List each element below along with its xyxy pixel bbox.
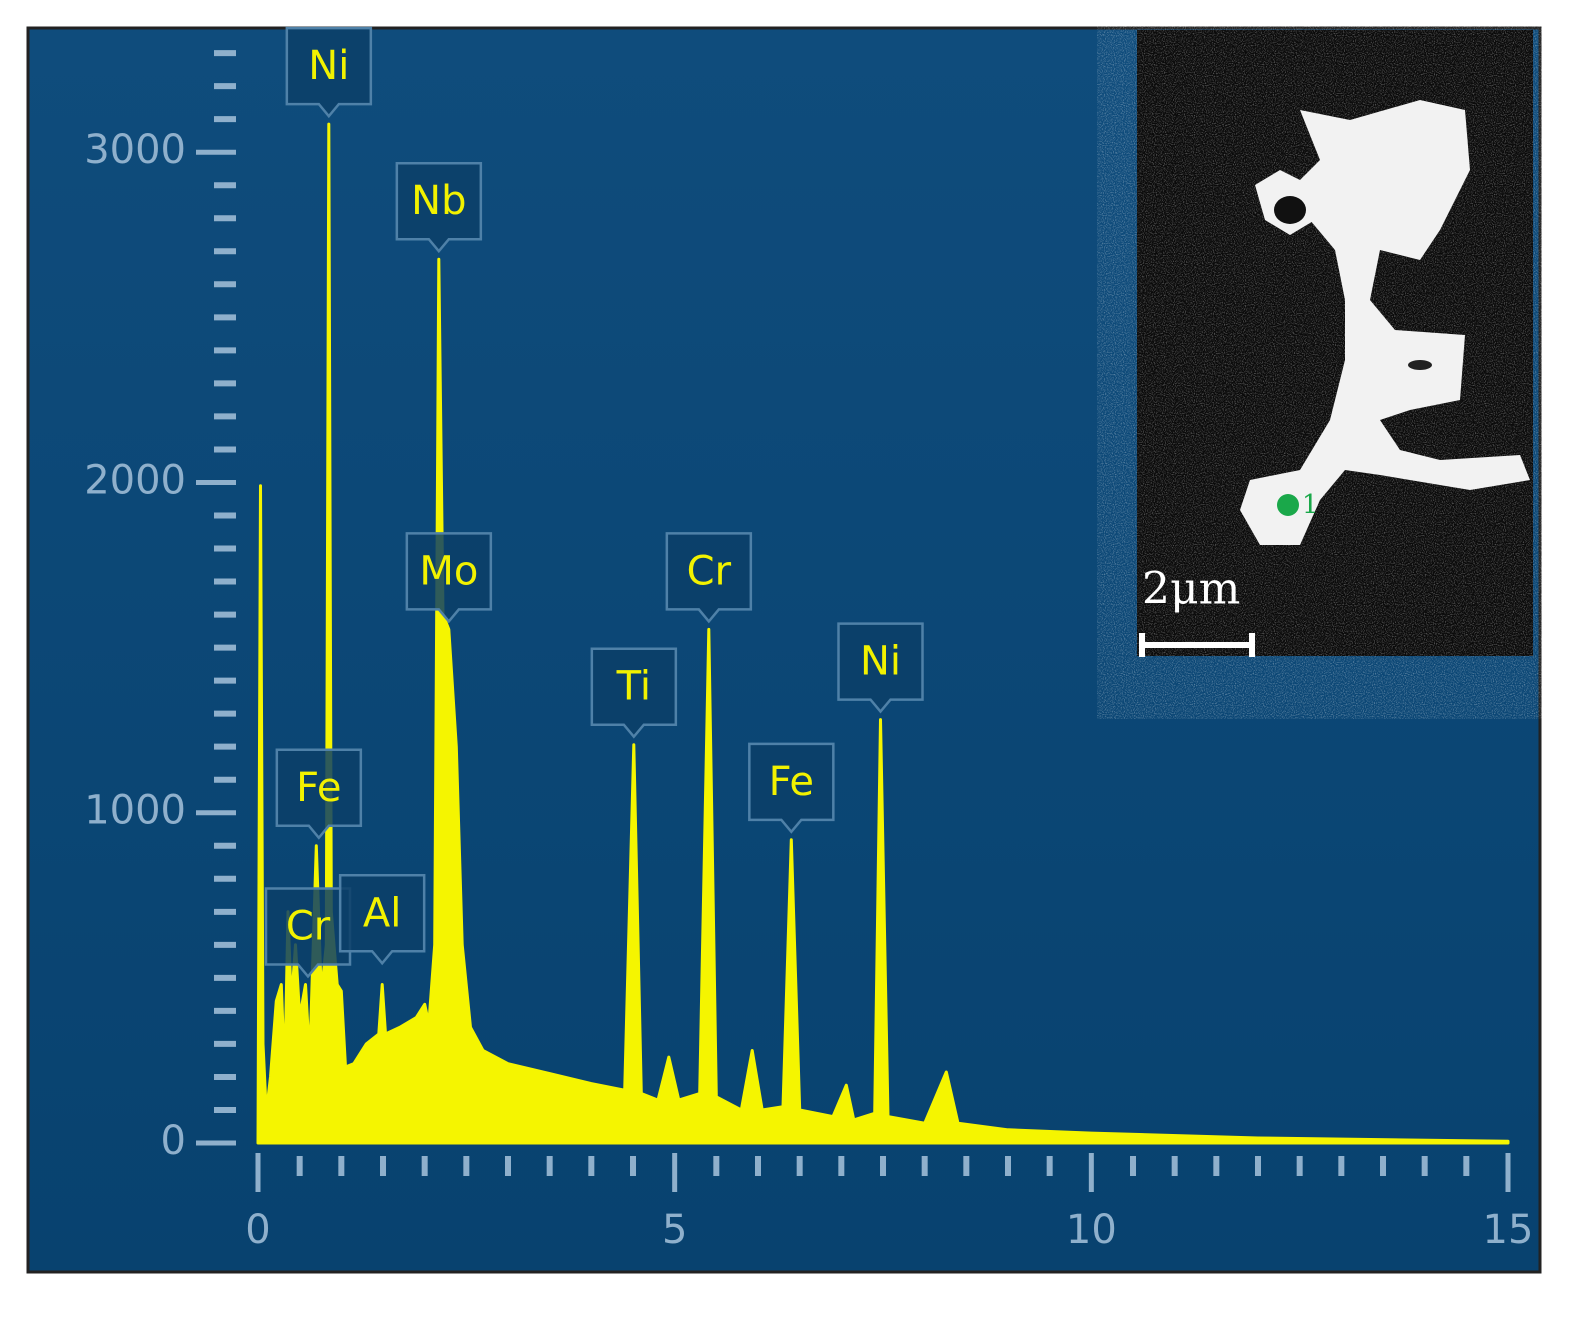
- peak-label: Ni: [308, 43, 349, 89]
- peak-label: Fe: [296, 765, 341, 811]
- peak-label-frame: [275, 748, 363, 840]
- peak-label-frame: [590, 647, 678, 739]
- peak-label: Ni: [860, 639, 901, 685]
- plot-area: [256, 122, 1510, 1145]
- y-tick-label: 0: [161, 1118, 186, 1164]
- peak-label-box: Fe: [748, 742, 835, 834]
- x-tick-label: 0: [245, 1207, 270, 1253]
- peak-label-box: Ni: [285, 26, 373, 119]
- inset-point: [1277, 494, 1299, 516]
- peak-label: Mo: [419, 548, 478, 594]
- peak-labels: Ni Nb Mo Fe Cr Al Ti Cr Fe Ni: [264, 26, 924, 979]
- x-tick-label: 10: [1066, 1207, 1117, 1253]
- peak-label: Nb: [411, 178, 466, 224]
- peak-label: Cr: [286, 903, 331, 949]
- y-tick-label: 2000: [84, 457, 186, 503]
- peak-label: Cr: [687, 548, 732, 594]
- sem-inset: 1 2μm: [1137, 30, 1533, 657]
- peak-label-box: Nb: [395, 161, 483, 254]
- peak-label-frame: [395, 161, 483, 254]
- peak-label-box: Ti: [590, 647, 678, 739]
- peak-label-frame: [748, 742, 835, 834]
- peak-label-box: Ni: [837, 622, 924, 714]
- y-tick-label: 3000: [84, 127, 186, 173]
- x-tick-label: 5: [662, 1207, 687, 1253]
- inset-point-label: 1: [1302, 490, 1319, 520]
- inset-pore: [1274, 196, 1306, 224]
- peak-label: Al: [363, 890, 401, 936]
- axes: 0 1000 2000 3000 0 5 10 15: [84, 50, 1534, 1253]
- peak-label-box: Mo: [405, 532, 493, 624]
- y-tick-label: 1000: [84, 788, 186, 834]
- peak-label: Ti: [616, 664, 651, 710]
- peak-label-box: Al: [338, 874, 426, 966]
- peak-label-box: Cr: [264, 887, 352, 979]
- peak-label-box: Fe: [275, 748, 363, 840]
- peak-label-frame: [837, 622, 924, 714]
- inset-scale-label: 2μm: [1142, 564, 1240, 615]
- inset-scale-bar: [1139, 633, 1255, 657]
- inset-pore: [1408, 360, 1432, 370]
- peak-label-frame: [285, 26, 373, 119]
- spectrum-area: [256, 122, 1510, 1145]
- peak-label-frame: [338, 874, 426, 966]
- peak-label: Fe: [769, 759, 814, 805]
- peak-label-box: Cr: [665, 532, 753, 624]
- peak-label-frame: [405, 532, 493, 624]
- x-tick-label: 15: [1483, 1207, 1534, 1253]
- peak-label-frame: [665, 532, 753, 624]
